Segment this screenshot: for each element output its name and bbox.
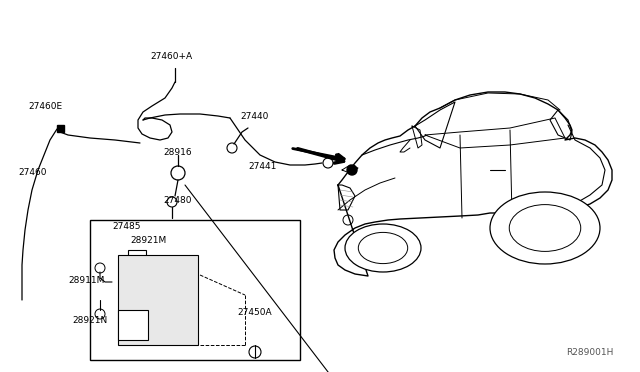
Bar [90,220,300,360]
Bar [118,310,148,340]
Text: 28911M: 28911M [68,276,104,285]
Bar [118,255,198,345]
Text: 28916: 28916 [163,148,191,157]
Ellipse shape [509,205,580,251]
Ellipse shape [490,192,600,264]
Ellipse shape [345,224,421,272]
Text: 27450A: 27450A [237,308,271,317]
Bar [57,125,64,132]
Ellipse shape [358,232,408,264]
Text: 27440: 27440 [240,112,268,121]
Circle shape [347,165,357,175]
Text: 27485: 27485 [112,222,141,231]
Text: 27480: 27480 [163,196,191,205]
Text: 27441: 27441 [248,162,276,171]
Text: 27460+A: 27460+A [150,52,192,61]
Text: 27460E: 27460E [28,102,62,111]
Text: R289001H: R289001H [566,348,613,357]
Text: 27460: 27460 [18,168,47,177]
Bar [128,250,146,272]
Text: 28921N: 28921N [72,316,108,325]
Text: 28921M: 28921M [130,236,166,245]
